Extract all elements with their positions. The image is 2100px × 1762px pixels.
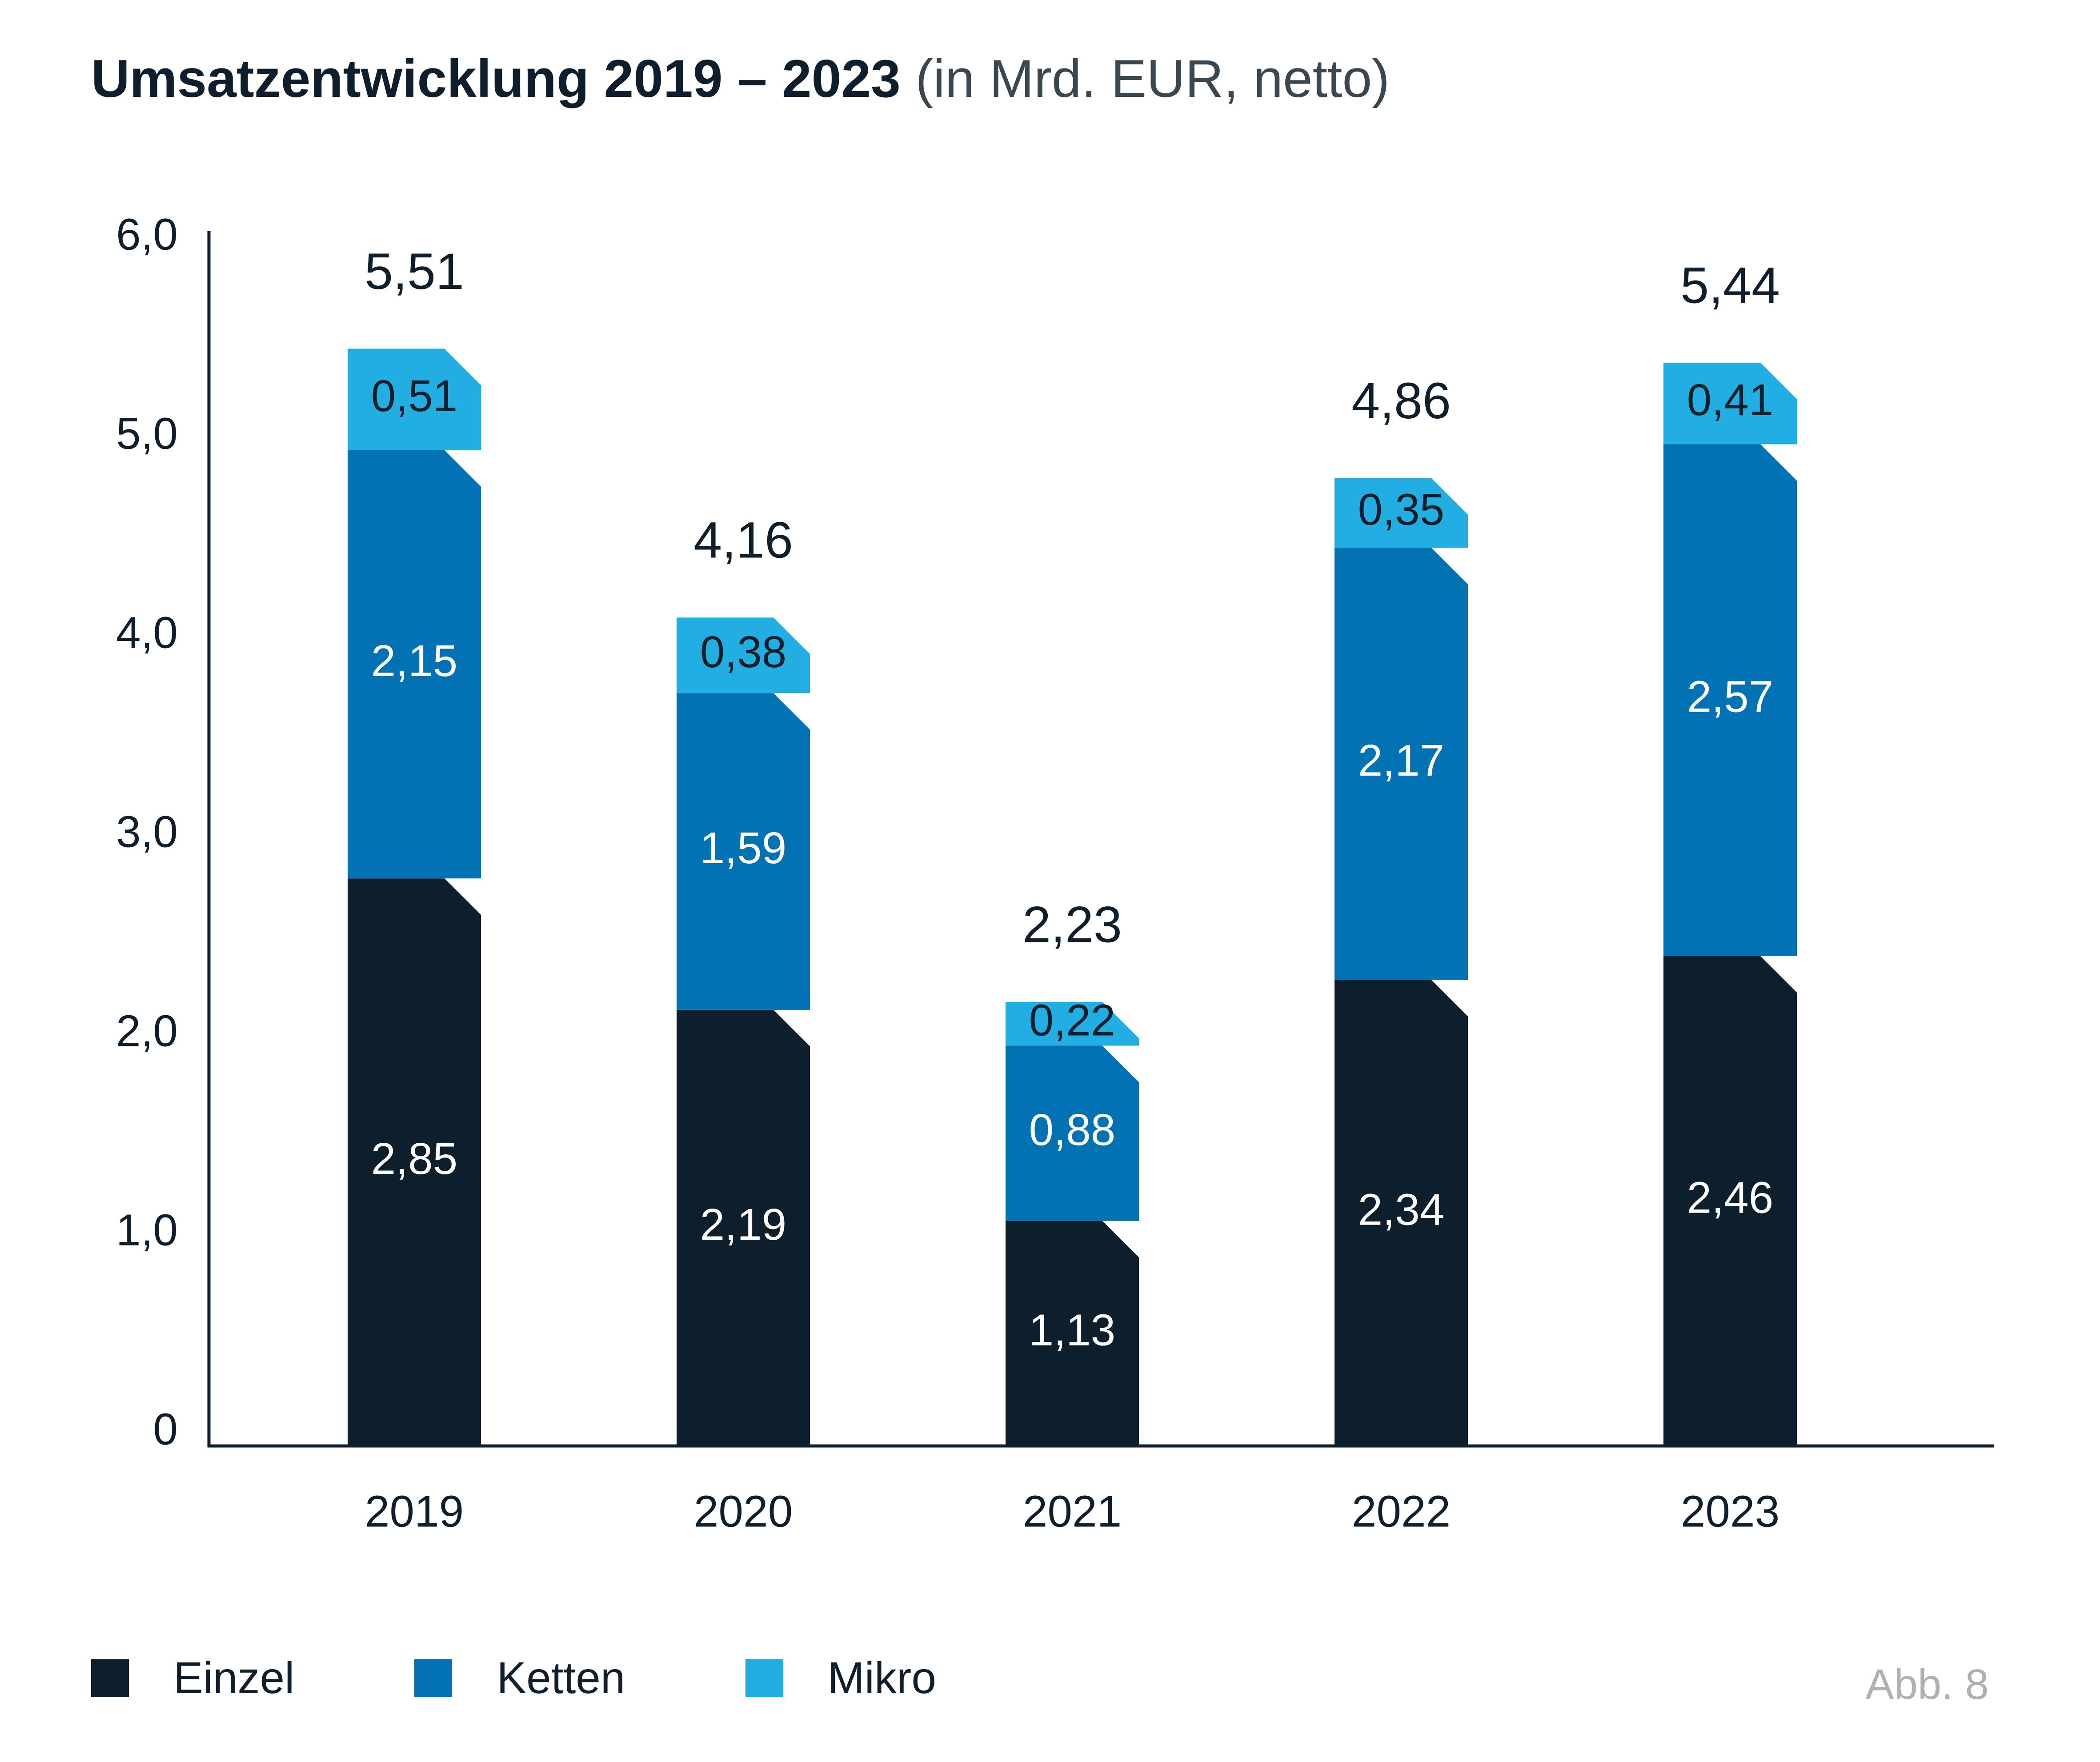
total-label: 4,86 (1351, 372, 1451, 429)
bar-segment (348, 348, 481, 450)
bar-segment (348, 450, 481, 879)
legend: Einzel Ketten Mikro (91, 1651, 936, 1705)
data-label: 0,22 (1029, 996, 1116, 1045)
x-tick-label: 2022 (1352, 1486, 1451, 1536)
legend-swatch-ketten (414, 1659, 453, 1697)
data-label: 2,34 (1358, 1185, 1445, 1234)
bar-segment (1335, 548, 1468, 980)
bar-segment (1663, 956, 1797, 1446)
data-label: 0,41 (1687, 375, 1774, 425)
y-tick-label: 0 (153, 1404, 178, 1454)
bar-segment (1663, 444, 1797, 956)
data-label: 2,19 (700, 1200, 787, 1249)
legend-swatch-einzel (91, 1659, 129, 1697)
legend-label-ketten: Ketten (497, 1653, 625, 1703)
x-tick-label: 2019 (365, 1486, 464, 1536)
bar-segment (1006, 1221, 1139, 1446)
bar-segment (677, 617, 810, 693)
data-label: 0,35 (1358, 485, 1445, 535)
legend-item-mikro: Mikro (745, 1653, 936, 1704)
data-label: 2,15 (371, 636, 458, 686)
total-label: 2,23 (1022, 896, 1122, 953)
chart-title-main: Umsatzentwicklung 2019 – 2023 (91, 49, 901, 108)
chart-title-unit: (in Mrd. EUR, netto) (915, 49, 1390, 108)
total-label: 4,16 (693, 512, 793, 569)
data-label: 0,51 (371, 371, 458, 421)
figure-reference: Abb. 8 (1865, 1661, 1989, 1708)
y-tick-label: 5,0 (116, 408, 178, 458)
bar-segment (348, 878, 481, 1446)
y-tick-label: 4,0 (116, 608, 178, 657)
y-tick-label: 3,0 (116, 807, 178, 857)
y-tick-label: 2,0 (116, 1006, 178, 1056)
bar-segment (1006, 1045, 1139, 1221)
data-label: 1,59 (700, 823, 787, 873)
y-tick-label: 6,0 (116, 209, 178, 259)
legend-label-einzel: Einzel (173, 1653, 295, 1703)
bar-segment (1006, 1001, 1139, 1046)
data-label: 2,85 (371, 1134, 458, 1184)
bar-segment (677, 1009, 810, 1446)
legend-item-einzel: Einzel (91, 1653, 294, 1704)
total-label: 5,51 (365, 243, 464, 300)
total-label: 5,44 (1680, 257, 1780, 314)
x-tick-label: 2021 (1023, 1486, 1122, 1536)
bar-segment (677, 693, 810, 1010)
bar-segment (1335, 980, 1468, 1446)
data-label: 2,57 (1687, 672, 1774, 722)
legend-swatch-mikro (745, 1659, 783, 1697)
y-tick-label: 1,0 (116, 1205, 178, 1255)
legend-item-ketten: Ketten (414, 1653, 625, 1704)
legend-label-mikro: Mikro (827, 1653, 936, 1703)
data-label: 1,13 (1029, 1305, 1116, 1355)
data-label: 0,88 (1029, 1105, 1116, 1155)
bar-segment (1663, 362, 1797, 445)
data-label: 2,17 (1358, 736, 1445, 785)
bar-segment (1335, 478, 1468, 548)
data-label: 2,46 (1687, 1173, 1774, 1222)
chart-title: Umsatzentwicklung 2019 – 2023 (in Mrd. E… (91, 47, 1390, 111)
x-tick-label: 2020 (694, 1486, 793, 1536)
x-tick-label: 2023 (1681, 1486, 1779, 1536)
data-label: 0,38 (700, 627, 787, 677)
